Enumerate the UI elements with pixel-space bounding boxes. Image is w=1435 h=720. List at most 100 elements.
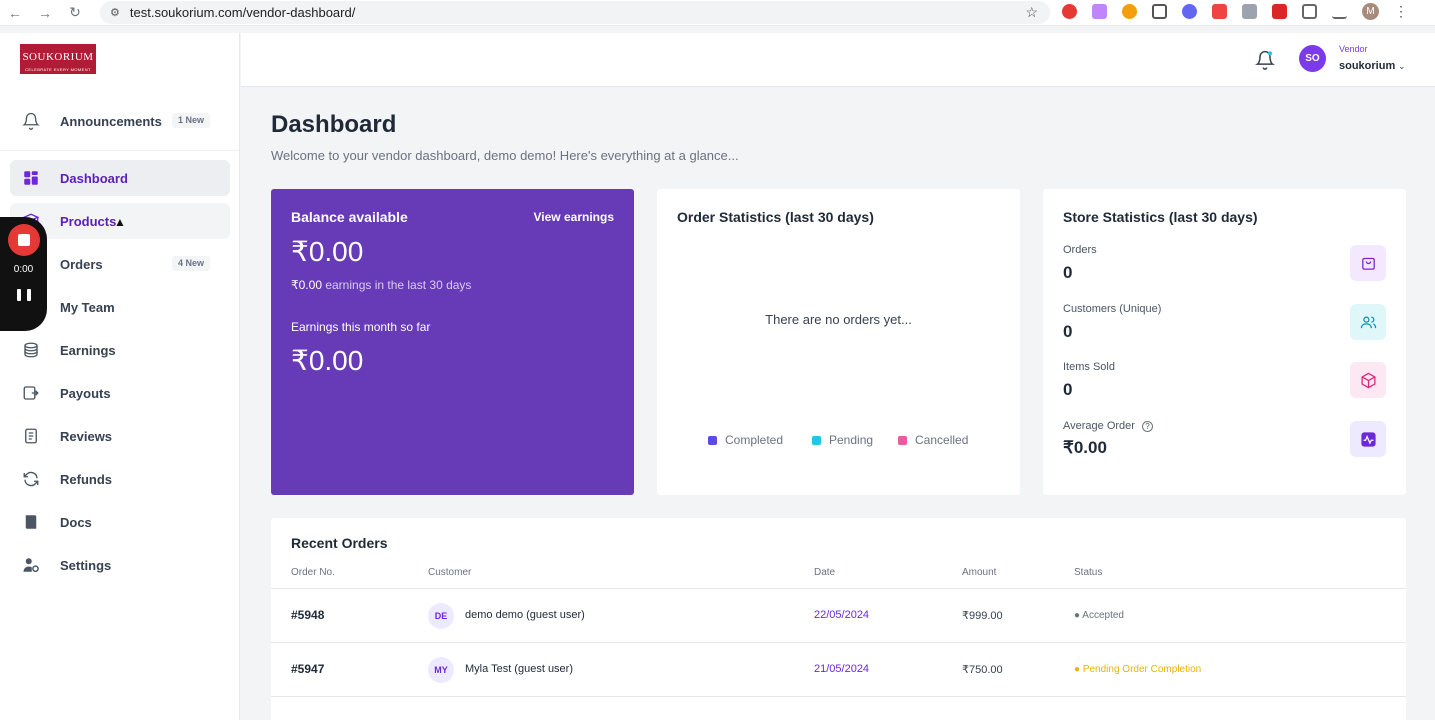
stat-label-orders: Orders xyxy=(1063,244,1097,256)
notification-bell-icon[interactable] xyxy=(1255,50,1275,75)
sidebar-item-docs[interactable]: Docs xyxy=(10,504,230,540)
stat-label-average-order: Average Order ? xyxy=(1063,420,1154,432)
address-bar[interactable]: ⚙ test.soukorium.com/vendor-dashboard/ ☆ xyxy=(100,1,1050,24)
coins-icon xyxy=(21,340,41,360)
new-badge: 1 New xyxy=(171,113,210,128)
order-statistics-title: Order Statistics (last 30 days) xyxy=(677,209,874,225)
reload-button[interactable]: ↻ xyxy=(69,4,81,20)
activity-icon xyxy=(1350,421,1386,457)
table-row[interactable]: #5948 DE demo demo (guest user) 22/05/20… xyxy=(271,588,1406,642)
extension-icon[interactable] xyxy=(1092,4,1107,19)
pdf-extension-icon[interactable] xyxy=(1272,4,1287,19)
earnings-30-days-amount: ₹0.00 xyxy=(291,278,322,292)
sidebar-item-label: Settings xyxy=(60,557,112,573)
screen-recorder-widget: 0:00 xyxy=(0,217,47,331)
table-row[interactable]: #5947 MY Myla Test (guest user) 21/05/20… xyxy=(271,642,1406,696)
legend-completed[interactable]: Completed xyxy=(708,433,783,447)
extension-icon[interactable] xyxy=(1182,4,1197,19)
extension-icon[interactable] xyxy=(1212,4,1227,19)
legend-cancelled[interactable]: Cancelled xyxy=(898,433,968,447)
pause-recording-button[interactable] xyxy=(17,289,31,303)
sidebar-item-label: Products xyxy=(60,213,117,229)
extension-icon[interactable] xyxy=(1062,4,1077,19)
sidebar-item-payouts[interactable]: Payouts xyxy=(10,375,230,411)
status-badge: ● Pending Order Completion xyxy=(1074,664,1202,675)
new-badge: 4 New xyxy=(171,256,210,271)
sidebar-item-label: Dashboard xyxy=(60,170,128,186)
earnings-month-label: Earnings this month so far xyxy=(291,320,431,334)
sidebar-item-earnings[interactable]: Earnings xyxy=(10,332,230,368)
earnings-30-days-text: earnings in the last 30 days xyxy=(322,278,472,292)
extension-icon[interactable] xyxy=(1242,4,1257,19)
cube-icon xyxy=(1350,362,1386,398)
sidebar-item-products[interactable]: Products ▲ xyxy=(10,203,230,239)
stat-value-orders: 0 xyxy=(1063,263,1073,282)
download-icon[interactable] xyxy=(1332,4,1347,19)
sidebar-item-reviews[interactable]: Reviews xyxy=(10,418,230,454)
bell-icon xyxy=(21,111,41,131)
legend-swatch xyxy=(812,435,821,445)
legend-pending[interactable]: Pending xyxy=(812,433,873,447)
status-text: Pending Order Completion xyxy=(1082,664,1202,675)
column-header-status: Status xyxy=(1074,567,1103,578)
order-number[interactable]: #5948 xyxy=(291,608,325,622)
sidebar-item-label: Payouts xyxy=(60,385,111,401)
site-settings-icon[interactable]: ⚙ xyxy=(110,7,120,19)
bookmark-star-icon[interactable]: ☆ xyxy=(1025,4,1038,20)
sidebar: SOUKORIUM CELEBRATE EVERY MOMENT Announc… xyxy=(0,33,240,720)
sidebar-item-label: Earnings xyxy=(60,342,116,358)
back-button[interactable]: ← xyxy=(8,4,22,21)
bag-icon xyxy=(1350,245,1386,281)
extension-icon[interactable] xyxy=(1122,4,1137,19)
forward-button[interactable]: → xyxy=(38,4,52,21)
sidebar-item-announcements[interactable]: Announcements 1 New xyxy=(10,103,230,139)
profile-avatar[interactable]: M xyxy=(1362,3,1379,20)
stat-value-average-order: ₹0.00 xyxy=(1063,438,1107,457)
user-name[interactable]: soukorium xyxy=(1339,60,1396,72)
legend-label: Pending xyxy=(829,433,874,447)
mouse-cursor-icon: ▲ xyxy=(114,215,126,229)
view-earnings-link[interactable]: View earnings xyxy=(533,210,614,224)
sidebar-item-label: Reviews xyxy=(60,428,113,444)
stat-value-customers: 0 xyxy=(1063,322,1073,341)
sidebar-item-label: My Team xyxy=(60,299,115,315)
info-icon[interactable]: ? xyxy=(1142,421,1154,432)
browser-menu-icon[interactable]: ⋮ xyxy=(1394,3,1408,19)
balance-card: Balance available View earnings ₹0.00 ₹0… xyxy=(271,189,634,495)
earnings-month-amount: ₹0.00 xyxy=(291,345,364,376)
user-avatar[interactable]: SO xyxy=(1299,45,1326,72)
legend-label: Cancelled xyxy=(915,433,969,447)
stop-recording-button[interactable] xyxy=(8,224,40,256)
sidebar-divider xyxy=(0,150,240,151)
sidebar-item-label: Docs xyxy=(60,514,92,530)
order-amount: ₹750.00 xyxy=(962,664,1003,676)
sidebar-item-dashboard[interactable]: Dashboard xyxy=(10,160,230,196)
chevron-down-icon[interactable]: ⌄ xyxy=(1398,61,1406,71)
extensions-area: M ⋮ xyxy=(1062,3,1408,20)
stat-label-customers: Customers (Unique) xyxy=(1063,303,1162,315)
sidebar-item-label: Orders xyxy=(60,256,103,272)
order-date: 22/05/2024 xyxy=(814,609,870,621)
average-order-label-text: Average Order xyxy=(1063,420,1135,432)
puzzle-icon[interactable] xyxy=(1302,4,1317,19)
url-text[interactable]: test.soukorium.com/vendor-dashboard/ xyxy=(129,5,356,20)
stat-value-items-sold: 0 xyxy=(1063,380,1073,399)
refresh-icon xyxy=(21,469,41,489)
table-row[interactable] xyxy=(271,696,1406,720)
sidebar-item-refunds[interactable]: Refunds xyxy=(10,461,230,497)
status-badge: ● Accepted xyxy=(1074,610,1124,621)
soukorium-logo[interactable]: SOUKORIUM CELEBRATE EVERY MOMENT xyxy=(20,44,96,74)
sidebar-item-settings[interactable]: Settings xyxy=(10,547,230,583)
order-statistics-card: Order Statistics (last 30 days) There ar… xyxy=(657,189,1020,495)
user-gear-icon xyxy=(21,555,41,575)
extension-icon[interactable] xyxy=(1152,4,1167,19)
order-date: 21/05/2024 xyxy=(814,663,870,675)
book-icon xyxy=(21,512,41,532)
order-number[interactable]: #5947 xyxy=(291,662,325,676)
customer-avatar: DE xyxy=(428,603,454,629)
customer-name: demo demo (guest user) xyxy=(465,609,585,621)
balance-amount: ₹0.00 xyxy=(291,236,364,267)
grid-icon xyxy=(21,168,41,188)
column-header-order-no: Order No. xyxy=(291,567,335,578)
order-amount: ₹999.00 xyxy=(962,610,1003,622)
